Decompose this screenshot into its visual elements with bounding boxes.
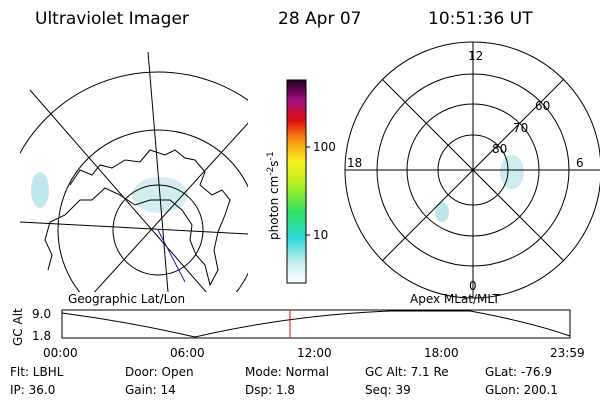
info-field: IP: 36.0 [10,383,55,397]
info-field: Door: Open [125,365,194,379]
timeline-ytick: 1.8 [32,329,51,343]
colorbar-tick: 10 [313,228,328,242]
polar-title: Apex MLat/MLT [410,292,500,306]
info-field: GLon: 200.1 [485,383,558,397]
altitude-curve [61,310,571,338]
info-field: Mode: Normal [245,365,329,379]
time: 10:51:36 UT [428,9,533,29]
info-field: Flt: LBHL [10,365,64,379]
info-field: Dsp: 1.8 [245,383,295,397]
timeline-ytick: 9.0 [32,307,51,321]
mlt-label: 6 [576,156,584,170]
lat-label: 60 [535,99,550,113]
info-field: GC Alt: 7.1 Re [365,365,449,379]
colorbar-label: photon cm-2s-1 [266,151,281,240]
mlt-label: 18 [347,156,362,170]
date: 28 Apr 07 [278,9,361,29]
timeline-xtick: 00:00 [43,346,78,360]
info-field: Seq: 39 [365,383,411,397]
colorbar-tick: 100 [313,140,336,154]
lat-label: 80 [492,142,507,156]
timeline-xtick: 23:59 [550,346,585,360]
lat-label: 70 [513,121,528,135]
info-field: Gain: 14 [125,383,176,397]
geo-title: Geographic Lat/Lon [68,292,185,306]
mlt-label: 0 [469,279,477,293]
title: Ultraviolet Imager [35,9,189,29]
info-field: GLat: -76.9 [485,365,552,379]
timeline-xtick: 06:00 [170,346,205,360]
geo-map [20,52,248,292]
timeline-xtick: 12:00 [297,346,332,360]
timeline-box [61,309,571,339]
mlt-label: 12 [468,49,483,63]
timeline-axis-label: GC Alt [11,308,25,346]
info-panel: Flt: LBHL Door: Open Mode: Normal GC Alt: 7… [10,365,558,397]
timeline-xtick: 18:00 [424,346,459,360]
colorbar [286,79,307,284]
polar-map [344,41,600,299]
